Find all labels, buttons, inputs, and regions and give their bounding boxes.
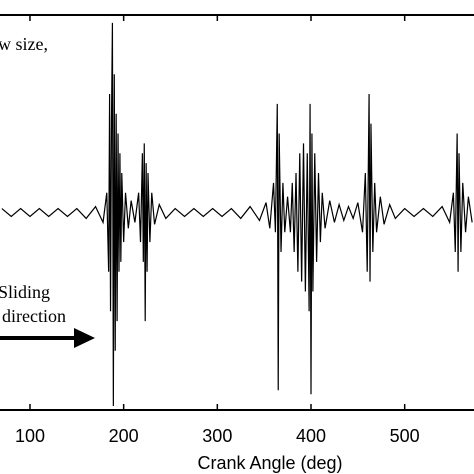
annotation: direction	[2, 306, 66, 326]
x-tick-label: 400	[296, 426, 326, 446]
x-tick-label: 300	[202, 426, 232, 446]
x-axis-label: Crank Angle (deg)	[197, 453, 342, 473]
signal-line	[1, 22, 473, 407]
x-tick-label: 200	[109, 426, 139, 446]
plot-frame	[0, 14, 474, 411]
arrow-head	[74, 328, 95, 348]
annotation: Sliding	[0, 282, 50, 302]
x-tick-label: 100	[15, 426, 45, 446]
x-tick-label: 500	[390, 426, 420, 446]
annotation: w size,	[0, 34, 48, 54]
